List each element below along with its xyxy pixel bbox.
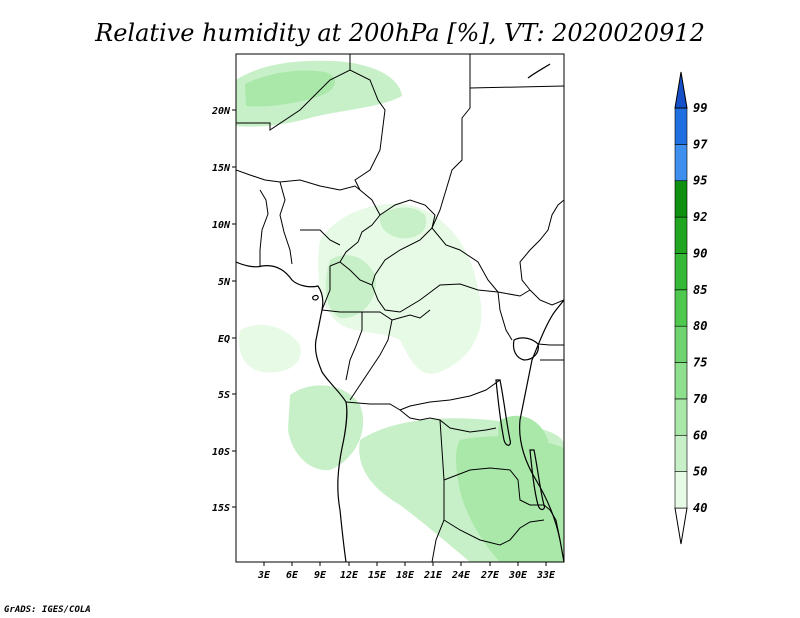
- lat-label-10n: 10N: [212, 220, 231, 231]
- lon-label-6e: 6E: [286, 570, 299, 581]
- colorbar-label: 92: [693, 210, 707, 224]
- colorbar-label: 95: [693, 174, 707, 188]
- colorbar-segment: [674, 216, 688, 254]
- lat-label-10s: 10S: [212, 447, 230, 458]
- lake-tanganyika: [495, 379, 511, 446]
- lon-label-21e: 21E: [423, 570, 443, 581]
- colorbar: 40 50 60 70 75 80 85 90 92 95 97 99: [674, 71, 708, 545]
- colorbar-label: 70: [693, 392, 707, 406]
- colorbar-segment: [674, 325, 688, 363]
- lat-label-15n: 15N: [212, 163, 231, 174]
- red-sea-coast: [527, 63, 551, 79]
- west-africa-coast: [236, 261, 348, 562]
- humidity-region-central: [318, 203, 482, 374]
- coastlines: [236, 63, 564, 562]
- lake-malawi: [529, 449, 545, 511]
- humidity-region-gulf: [239, 325, 301, 373]
- latitude-axis: 20N 15N 10N 5N EQ 5S 10S 15S: [211, 106, 236, 514]
- lat-label-eq: EQ: [218, 334, 230, 345]
- colorbar-label: 97: [693, 137, 708, 151]
- longitude-axis: 3E 6E 9E 12E 15E 18E 21E 24E 27E 30E 33E: [257, 562, 556, 581]
- colorbar-segment: [674, 471, 688, 509]
- lon-label-12e: 12E: [340, 570, 359, 581]
- colorbar-segment: [674, 398, 688, 436]
- lat-label-5n: 5N: [218, 277, 231, 288]
- lon-label-27e: 27E: [480, 570, 500, 581]
- lat-label-15s: 15S: [212, 503, 230, 514]
- lake-victoria: [512, 337, 539, 361]
- map-panel: 20N 15N 10N 5N EQ 5S 10S 15S 3E 6E 9E 12…: [211, 53, 565, 581]
- country-borders: [236, 54, 564, 562]
- lon-label-3e: 3E: [257, 570, 271, 581]
- map-frame: [235, 53, 565, 563]
- bioko-island: [312, 294, 319, 301]
- colorbar-label: 90: [693, 246, 707, 260]
- lon-label-30e: 30E: [508, 570, 528, 581]
- humidity-region-chad: [379, 207, 427, 239]
- humidity-region-lakes: [498, 415, 549, 469]
- lon-label-18e: 18E: [396, 570, 415, 581]
- lat-label-20n: 20N: [211, 106, 231, 117]
- east-africa-coast: [519, 299, 564, 562]
- lon-label-9e: 9E: [314, 570, 327, 581]
- humidity-region-angola-coast: [288, 385, 364, 471]
- map-title: Relative humidity at 200hPa [%], VT: 202…: [94, 19, 705, 47]
- colorbar-label: 40: [693, 501, 707, 515]
- humidity-region-congo: [325, 255, 376, 319]
- colorbar-segment: [674, 144, 688, 182]
- colorbar-label: 80: [693, 319, 707, 333]
- colorbar-label: 50: [693, 465, 707, 479]
- colorbar-label: 85: [693, 283, 707, 297]
- humidity-shading: [236, 60, 564, 562]
- colorbar-segment: [674, 434, 688, 472]
- colorbar-segment: [674, 180, 688, 218]
- colorbar-segment: [674, 362, 688, 400]
- colorbar-segment: [674, 253, 688, 291]
- colorbar-max-arrow: [674, 71, 688, 109]
- colorbar-label: 99: [693, 101, 707, 115]
- lon-label-15e: 15E: [368, 570, 387, 581]
- colorbar-min-arrow: [674, 507, 688, 545]
- colorbar-label: 75: [693, 356, 707, 370]
- lon-label-24e: 24E: [451, 570, 471, 581]
- grads-credit: GrADS: IGES/COLA: [4, 605, 91, 615]
- colorbar-segment: [674, 289, 688, 327]
- lon-label-33e: 33E: [536, 570, 556, 581]
- lat-label-5s: 5S: [218, 390, 230, 401]
- colorbar-segment: [674, 107, 688, 145]
- colorbar-label: 60: [693, 428, 707, 442]
